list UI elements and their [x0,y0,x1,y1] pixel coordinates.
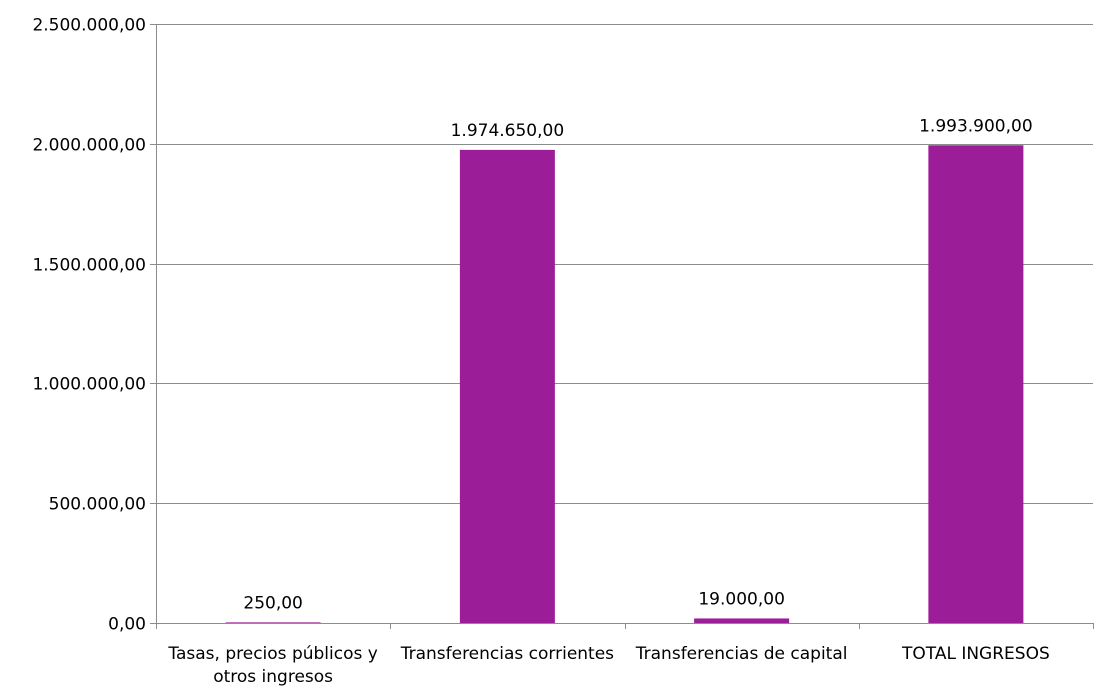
y-tick-label: 2.000.000,00 [32,136,146,156]
data-label: 1.993.900,00 [919,116,1033,136]
category-label: Transferencias de capital [635,644,848,664]
y-tick-label: 1.000.000,00 [32,375,146,395]
y-tick-label: 2.500.000,00 [32,16,146,36]
bars [225,145,1024,624]
y-tick-label: 0,00 [108,615,146,635]
category-label: TOTAL INGRESOS [901,644,1050,664]
data-label: 1.974.650,00 [451,121,565,141]
data-labels: 250,00 1.974.650,00 19.000,00 1.993.900,00 [243,116,1032,613]
bar [928,145,1024,623]
y-tick-label: 1.500.000,00 [32,256,146,276]
data-label: 19.000,00 [698,589,785,609]
y-tick-label: 500.000,00 [49,495,146,515]
y-axis-tick-labels: 0,00 500.000,00 1.000.000,00 1.500.000,00 2.… [32,16,146,635]
bar [694,618,790,623]
x-axis-category-labels: Tasas, precios públicos y otros ingresos T… [167,644,1049,687]
data-label: 250,00 [243,593,302,613]
category-label: Tasas, precios públicos y otros ingresos [167,644,377,687]
category-label: Transferencias corrientes [400,644,614,664]
axes [156,24,1094,629]
bar [459,149,555,624]
bar [225,622,321,623]
